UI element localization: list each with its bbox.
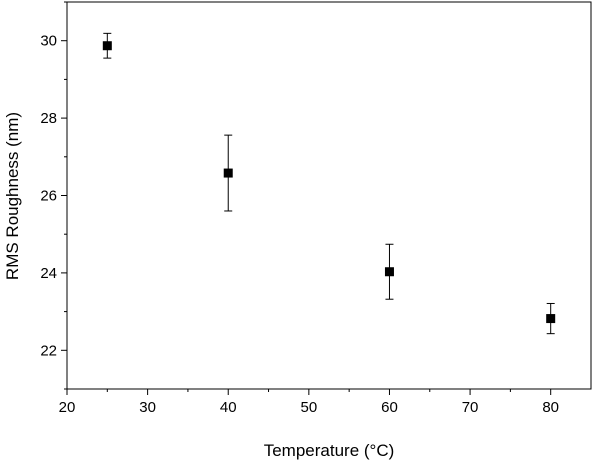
x-tick-label: 80: [542, 399, 559, 416]
data-point: [102, 41, 112, 51]
x-axis-title: Temperature (°C): [264, 441, 395, 460]
y-tick-label: 22: [40, 342, 57, 359]
axis-tick-labels: 20 30 40 50 60 70 80 22 24 26 28 30: [40, 33, 559, 416]
y-tick-label: 28: [40, 110, 57, 127]
axis-ticks: [61, 1, 552, 395]
y-axis-title: RMS Roughness (nm): [3, 112, 22, 280]
x-tick-label: 40: [220, 399, 237, 416]
y-tick-label: 30: [40, 33, 57, 50]
plot-frame: [66, 1, 592, 390]
x-tick-label: 70: [462, 399, 479, 416]
y-tick-label: 24: [40, 265, 57, 282]
x-tick-label: 60: [381, 399, 398, 416]
x-tick-label: 20: [59, 399, 76, 416]
data-series: [102, 32, 556, 335]
data-point: [546, 314, 556, 324]
data-point: [223, 168, 233, 178]
y-tick-label: 26: [40, 188, 57, 205]
x-tick-label: 50: [301, 399, 318, 416]
data-point: [384, 267, 394, 277]
x-tick-label: 30: [139, 399, 156, 416]
